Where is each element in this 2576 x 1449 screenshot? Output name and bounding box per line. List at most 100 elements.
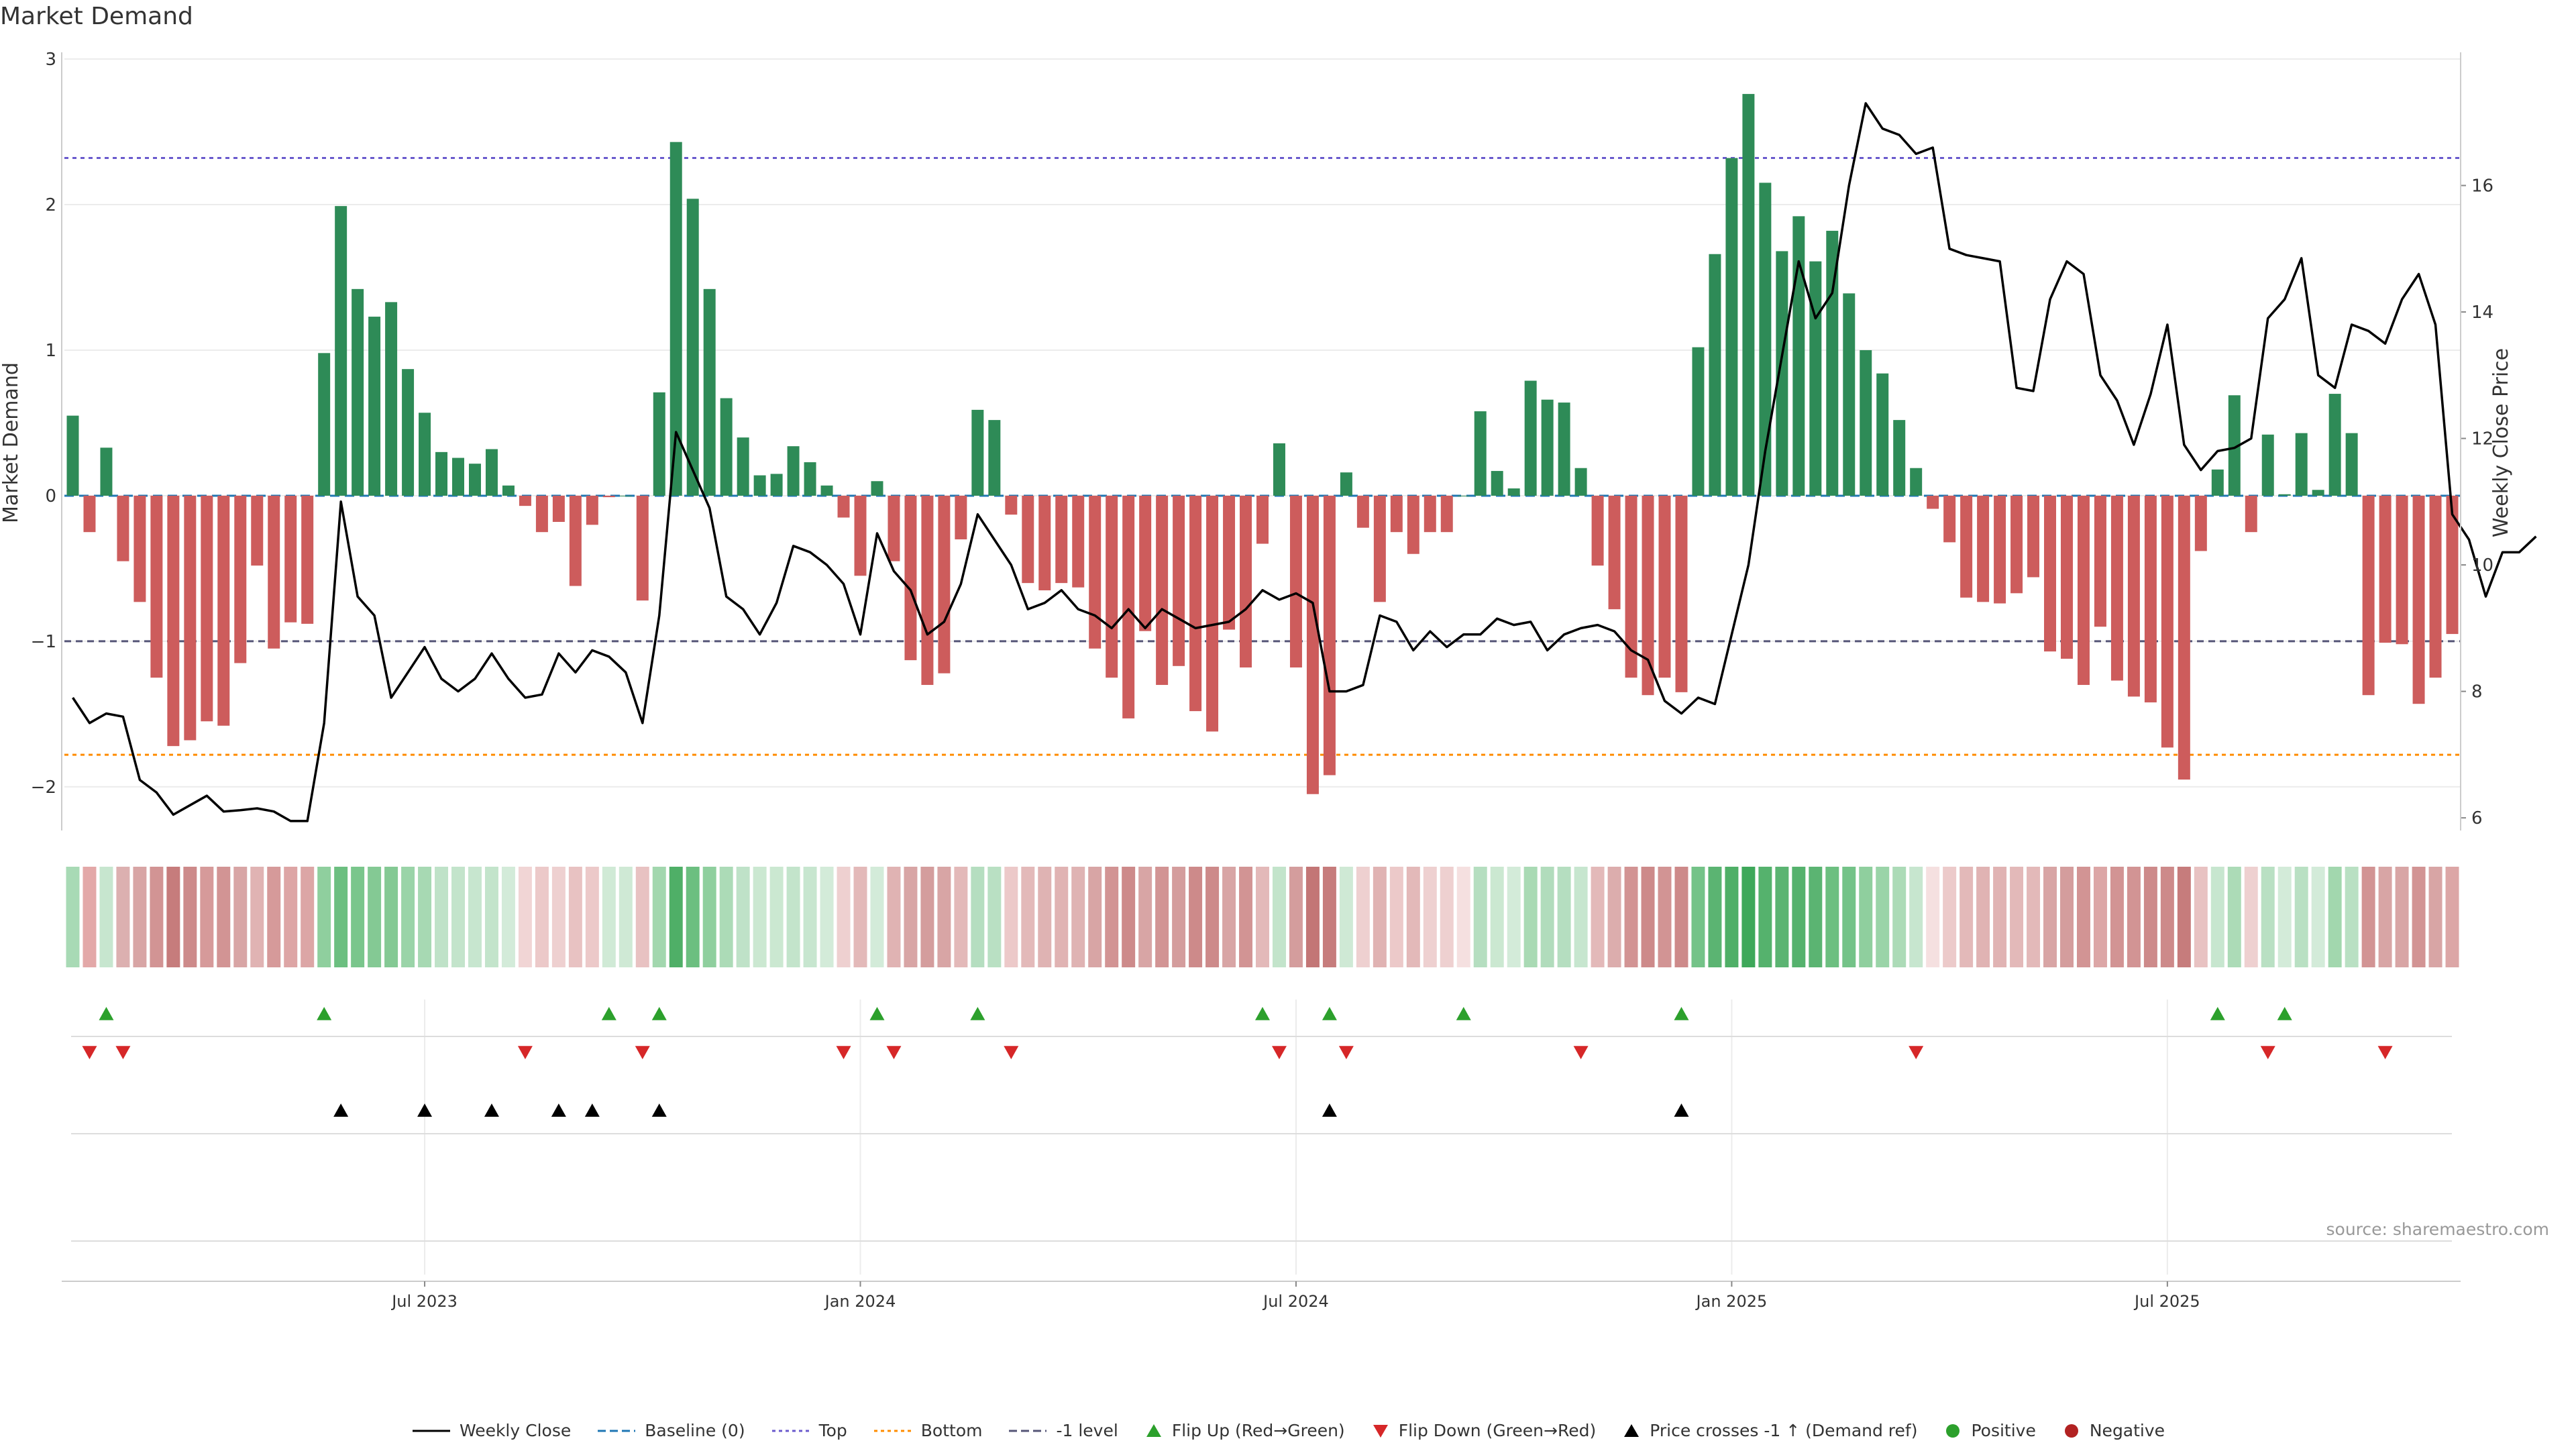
heat-cell	[887, 867, 901, 967]
demand-bar	[1608, 495, 1621, 610]
demand-bar	[1189, 495, 1202, 712]
legend-swatch	[1373, 1424, 1388, 1438]
heat-cell	[2227, 867, 2241, 967]
heat-cell	[1943, 867, 1957, 967]
flip-up-marker	[99, 1007, 114, 1020]
heat-cell	[971, 867, 985, 967]
demand-bar	[1240, 495, 1252, 667]
demand-bars	[66, 94, 2459, 794]
demand-bar	[1491, 471, 1503, 496]
legend-label: Top	[818, 1421, 847, 1440]
demand-bar	[1106, 495, 1118, 678]
demand-bar	[2110, 495, 2123, 681]
demand-bar	[468, 464, 481, 496]
demand-bar	[1273, 443, 1285, 496]
demand-bar	[1173, 495, 1185, 666]
demand-bar	[1139, 495, 1152, 631]
heat-cell	[1574, 867, 1588, 967]
heat-cell	[1507, 867, 1521, 967]
demand-bar	[1591, 495, 1604, 566]
legend-label: Flip Down (Green→Red)	[1398, 1421, 1597, 1440]
heat-cell	[585, 867, 599, 967]
demand-bar	[2061, 495, 2073, 659]
right-axis-label: Weekly Close Price	[2489, 348, 2513, 537]
heat-cell	[1138, 867, 1152, 967]
heat-cell	[2143, 867, 2157, 967]
flip-up-marker	[1456, 1007, 1471, 1020]
demand-bar	[1156, 495, 1169, 686]
demand-bar	[2027, 495, 2040, 578]
heat-cell	[1038, 867, 1052, 967]
heat-cell	[301, 867, 315, 967]
demand-bar	[787, 446, 800, 496]
demand-bar	[1038, 495, 1051, 590]
demand-bar	[669, 142, 682, 496]
heat-cell	[66, 867, 80, 967]
heat-cell	[1708, 867, 1722, 967]
cross-marker	[1674, 1104, 1689, 1117]
weekly-close-polyline	[72, 102, 2537, 822]
demand-bar	[1440, 495, 1453, 533]
demand-bar	[804, 462, 816, 496]
flip-down-marker	[1573, 1046, 1589, 1059]
demand-bar	[1742, 94, 1755, 496]
demand-bar	[1725, 158, 1738, 496]
demand-bar	[184, 495, 197, 741]
demand-bar	[201, 495, 213, 722]
demand-bar	[1927, 495, 1939, 509]
heat-cell	[2194, 867, 2208, 967]
heat-cell	[1055, 867, 1069, 967]
heat-cell	[418, 867, 432, 967]
demand-bar	[1474, 411, 1487, 496]
demand-bar	[988, 420, 1001, 496]
demand-bar	[2228, 395, 2241, 496]
demand-bar	[419, 413, 431, 496]
legend-label: Negative	[2089, 1421, 2165, 1440]
heat-cell	[501, 867, 515, 967]
heat-cell	[1758, 867, 1772, 967]
heat-cell	[1926, 867, 1940, 967]
heat-cell	[317, 867, 331, 967]
legend-item: -1 level	[1008, 1421, 1118, 1440]
demand-bar	[971, 409, 984, 496]
heat-cell	[1440, 867, 1454, 967]
legend-item: Top	[771, 1421, 847, 1440]
demand-bar	[2044, 495, 2057, 652]
heat-cell	[1993, 867, 2007, 967]
demand-bar	[1692, 347, 1705, 496]
heat-cell	[1272, 867, 1286, 967]
heat-strip	[66, 867, 2459, 967]
heat-cell	[769, 867, 784, 967]
demand-bar	[2144, 495, 2157, 703]
demand-bar	[1356, 495, 1369, 528]
demand-bar	[1792, 216, 1805, 496]
heat-cell	[166, 867, 180, 967]
heat-cell	[2345, 867, 2359, 967]
heat-cell	[535, 867, 549, 967]
heat-cell	[2328, 867, 2342, 967]
left-tick-label: 2	[45, 195, 56, 215]
right-tick-label: 6	[2471, 808, 2483, 828]
heat-cell	[2277, 867, 2292, 967]
left-tick-label: 1	[45, 341, 56, 361]
demand-bar	[2178, 495, 2190, 780]
demand-bar	[150, 495, 163, 678]
heat-cell	[1305, 867, 1320, 967]
flip-down-marker	[2260, 1046, 2275, 1059]
heat-cell	[2110, 867, 2124, 967]
demand-bar	[452, 458, 464, 496]
weekly-close-line	[72, 102, 2537, 822]
demand-bar	[1994, 495, 2006, 604]
heat-cell	[2093, 867, 2107, 967]
demand-bar	[167, 495, 180, 747]
cross-marker	[1322, 1104, 1337, 1117]
demand-bar	[251, 495, 264, 566]
heat-cell	[451, 867, 465, 967]
heat-cell	[1540, 867, 1554, 967]
heat-cell	[2428, 867, 2443, 967]
heat-cell	[602, 867, 616, 967]
flip-down-marker	[517, 1046, 533, 1059]
heat-cell	[1289, 867, 1303, 967]
heat-cell	[1741, 867, 1756, 967]
